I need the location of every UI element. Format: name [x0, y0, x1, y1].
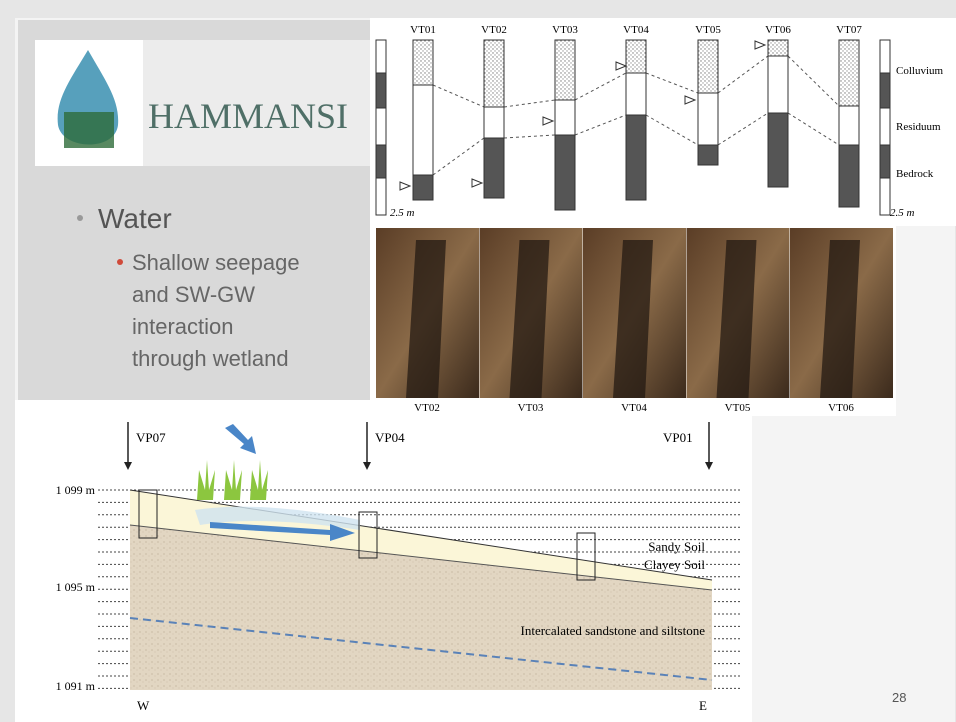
legend-bar	[880, 108, 890, 145]
residuum	[555, 100, 575, 135]
slide-title: HAMMANSI	[148, 96, 348, 136]
legend-bar	[880, 40, 890, 73]
bullet	[77, 215, 83, 221]
column-label: VT04	[623, 24, 649, 36]
layer-label: Intercalated sandstone and siltstone	[521, 623, 706, 638]
colluvium	[555, 40, 575, 100]
colluvium	[768, 40, 788, 56]
sub-bullet-line: and SW-GW	[132, 282, 255, 307]
scale-label: 2.5 m	[390, 207, 415, 219]
legend-label: Residuum	[896, 121, 941, 133]
slide: HAMMANSI Water Shallow seepage and SW-GW int…	[0, 0, 956, 722]
residuum	[413, 85, 433, 175]
bedrock	[484, 138, 504, 198]
layer-label: Sandy Soil	[648, 539, 705, 554]
elevation-label: 1 099 m	[56, 483, 96, 497]
legend-bar	[376, 145, 386, 178]
direction-label: W	[137, 698, 150, 713]
colluvium	[626, 40, 646, 73]
sub-bullet-line: Shallow seepage	[132, 250, 300, 275]
residuum	[698, 93, 718, 145]
bedrock	[555, 135, 575, 210]
bedrock	[698, 145, 718, 165]
bullet-text: Water	[98, 203, 172, 234]
legend-label: Colluvium	[896, 65, 944, 77]
column-label: VT01	[410, 24, 436, 36]
residuum	[626, 73, 646, 115]
colluvium	[413, 40, 433, 85]
legend-label: Bedrock	[896, 168, 934, 180]
elevation-label: 1 095 m	[56, 580, 96, 594]
legend-bar	[376, 108, 386, 145]
legend-bar	[376, 40, 386, 73]
colluvium	[698, 40, 718, 93]
profile-label: VP04	[375, 430, 405, 445]
page-number: 28	[892, 690, 906, 705]
colluvium	[839, 40, 859, 106]
legend-bar	[376, 178, 386, 215]
legend-bar	[880, 145, 890, 178]
legend-bar	[880, 73, 890, 108]
profile-label: VP01	[663, 430, 693, 445]
layer-label: Clayey Soil	[644, 557, 705, 572]
legend-bar	[376, 73, 386, 108]
photo-caption: VT04	[621, 402, 647, 414]
sub-bullet	[117, 259, 123, 265]
column-label: VT02	[481, 24, 507, 36]
direction-label: E	[699, 698, 707, 713]
photo-caption: VT05	[725, 402, 751, 414]
bedrock	[413, 175, 433, 200]
residuum	[768, 56, 788, 113]
sub-bullet-line: through wetland	[132, 346, 289, 371]
column-label: VT05	[695, 24, 721, 36]
column-label: VT03	[552, 24, 578, 36]
residuum	[839, 106, 859, 145]
bedrock	[626, 115, 646, 200]
bedrock	[839, 145, 859, 207]
column-label: VT06	[765, 24, 791, 36]
profile-label: VP07	[136, 430, 166, 445]
elevation-label: 1 091 m	[56, 679, 96, 693]
photo-caption: VT03	[518, 402, 544, 414]
colluvium	[484, 40, 504, 107]
sub-bullet-line: interaction	[132, 314, 234, 339]
photo-caption: VT02	[414, 402, 440, 414]
residuum	[484, 107, 504, 138]
column-label: VT07	[836, 24, 862, 36]
profile-figure	[370, 18, 956, 226]
scale-label: 2.5 m	[890, 207, 915, 219]
logo-forest	[64, 112, 114, 148]
legend-bar	[880, 178, 890, 215]
photo-caption: VT06	[828, 402, 854, 414]
bedrock	[768, 113, 788, 187]
section-figure	[15, 400, 370, 418]
